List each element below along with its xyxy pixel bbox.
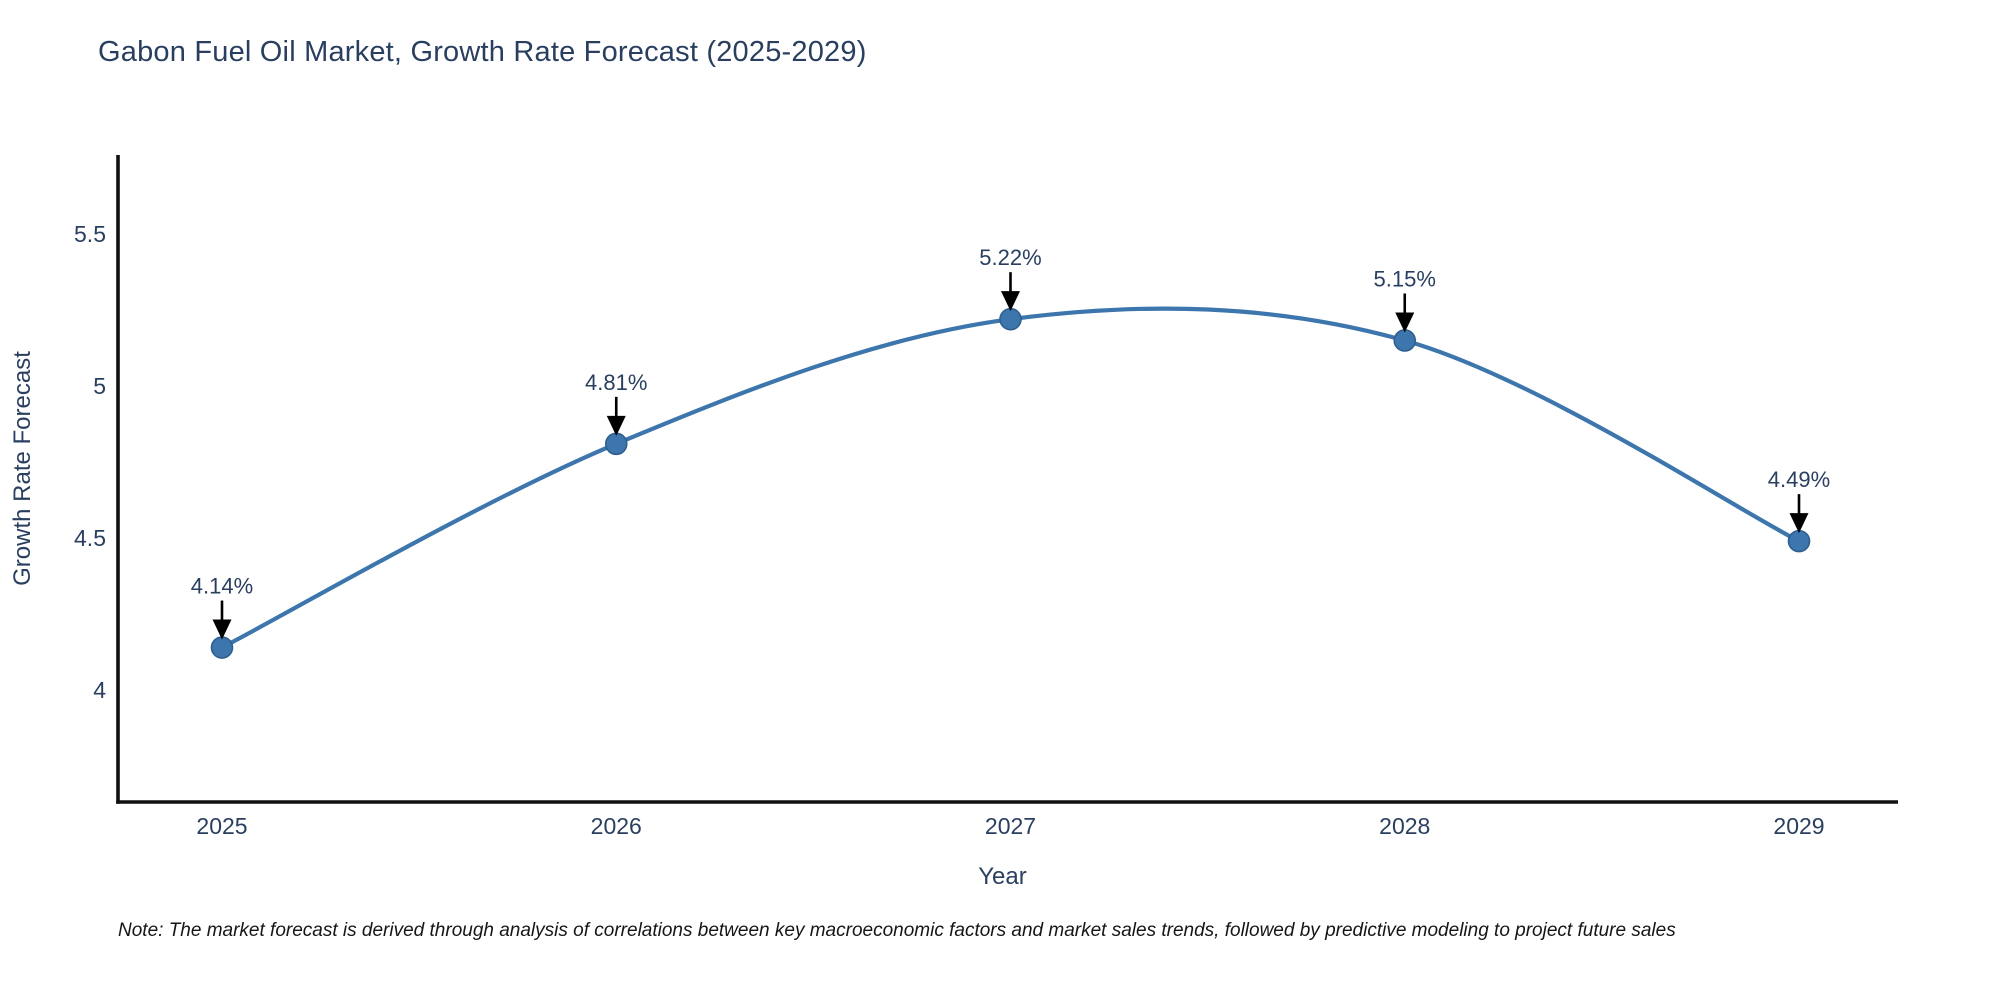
trend-line <box>219 306 1802 650</box>
x-tick-label: 2029 <box>1773 813 1824 839</box>
x-tick-label: 2028 <box>1379 813 1430 839</box>
x-tick-label: 2025 <box>196 813 247 839</box>
point-value-label: 4.49% <box>1768 467 1830 492</box>
data-point-2027[interactable] <box>999 307 1022 331</box>
data-point-2029[interactable] <box>1787 529 1811 553</box>
annotation-arrowhead <box>606 415 626 436</box>
y-tick-label: 4.5 <box>74 525 106 551</box>
x-axis-title: Year <box>978 863 1027 890</box>
point-value-label: 5.15% <box>1374 266 1436 291</box>
x-tick-label: 2027 <box>985 813 1036 839</box>
point-value-label: 5.22% <box>979 245 1041 270</box>
annotation-arrowhead <box>212 619 232 640</box>
chart-title: Gabon Fuel Oil Market, Growth Rate Forec… <box>98 36 867 68</box>
annotation-arrowhead <box>1001 291 1020 312</box>
data-point-2028[interactable] <box>1393 329 1417 352</box>
point-value-label: 4.81% <box>585 370 647 395</box>
y-tick-label: 5.5 <box>74 221 106 247</box>
y-tick-label: 5 <box>93 373 106 399</box>
annotation-arrowhead <box>1395 312 1415 333</box>
y-axis-title: Growth Rate Forecast <box>9 351 36 586</box>
annotation-arrowhead <box>1789 513 1809 534</box>
y-tick-label: 4 <box>93 677 106 703</box>
data-point-2026[interactable] <box>604 432 628 456</box>
point-value-label: 4.14% <box>191 574 253 599</box>
chart-footnote: Note: The market forecast is derived thr… <box>118 920 1676 941</box>
data-point-2025[interactable] <box>210 636 234 659</box>
x-tick-label: 2026 <box>591 813 642 839</box>
